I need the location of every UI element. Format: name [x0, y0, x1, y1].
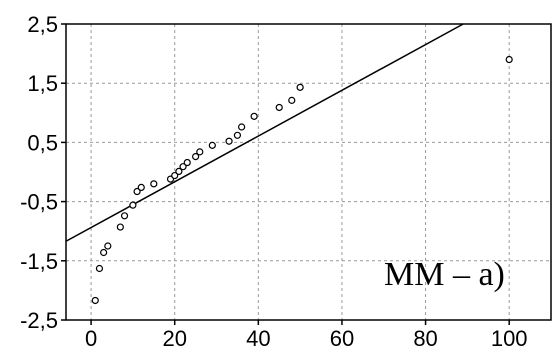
data-point — [129, 201, 137, 209]
y-tick-label: 0,5 — [27, 130, 58, 155]
data-point — [120, 212, 129, 220]
y-tick-labels: -2,5 -1,5 -0,5 0,5 1,5 2,5 — [20, 12, 58, 333]
data-point — [196, 148, 204, 156]
fit-line — [65, 23, 464, 242]
data-point — [250, 112, 258, 120]
data-point — [175, 167, 183, 176]
data-point — [288, 96, 296, 104]
x-tick-label: 20 — [162, 326, 186, 351]
data-point — [137, 183, 145, 191]
data-point — [275, 103, 283, 112]
y-tick-label: 2,5 — [27, 12, 58, 37]
data-point — [238, 123, 246, 131]
y-tick-label: -0,5 — [20, 190, 58, 215]
x-tick-label: 40 — [246, 326, 270, 351]
data-point — [171, 171, 179, 180]
data-point — [104, 242, 112, 250]
x-tick-label: 60 — [330, 326, 354, 351]
data-point — [208, 141, 216, 149]
x-tick-labels: 0 20 40 60 80 100 — [85, 326, 528, 351]
ticks-layer — [61, 23, 510, 325]
data-point — [100, 248, 108, 257]
y-tick-label: 1,5 — [27, 71, 58, 96]
data-point — [116, 223, 124, 231]
data-point — [233, 131, 242, 139]
x-tick-label: 0 — [85, 326, 97, 351]
points-layer — [91, 55, 513, 305]
data-point — [192, 153, 200, 161]
data-point — [95, 264, 104, 273]
y-tick-label: -1,5 — [20, 249, 58, 274]
plot-frame — [65, 23, 552, 321]
x-tick-label: 100 — [491, 326, 528, 351]
data-point — [150, 180, 158, 188]
data-point — [179, 163, 187, 171]
chart-annotation: MM – a) — [384, 256, 505, 293]
data-point — [505, 55, 513, 64]
fit-line-layer — [65, 23, 464, 242]
data-point — [133, 187, 141, 196]
y-tick-label: -2,5 — [20, 308, 58, 333]
data-point — [225, 137, 233, 145]
data-point — [183, 158, 191, 167]
data-point — [91, 296, 99, 305]
x-tick-label: 80 — [413, 326, 437, 351]
data-point — [296, 83, 304, 91]
